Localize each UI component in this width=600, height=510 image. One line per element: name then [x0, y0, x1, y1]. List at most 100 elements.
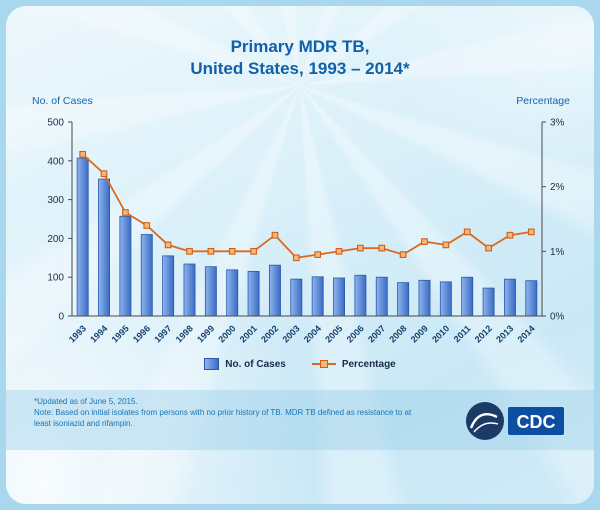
bar-1995 — [119, 215, 132, 317]
legend-item-cases: No. of Cases — [204, 358, 286, 370]
x-tick-label-2009: 2009 — [409, 323, 430, 344]
percentage-marker-2007 — [378, 244, 386, 252]
bar-2011 — [461, 276, 474, 317]
left-tick-label: 500 — [47, 118, 64, 129]
bar-2008 — [397, 282, 410, 317]
x-tick-label-2004: 2004 — [302, 323, 323, 344]
cdc-badge — [508, 407, 564, 435]
legend-item-percentage: Percentage — [311, 358, 396, 370]
percentage-marker-2008 — [399, 251, 407, 258]
left-tick-label: 200 — [47, 234, 64, 245]
percentage-marker-2004 — [314, 251, 322, 258]
percentage-marker-2014 — [527, 228, 535, 236]
percentage-marker-2000 — [228, 247, 236, 255]
axes — [71, 122, 543, 317]
percentage-marker-1997 — [164, 241, 172, 249]
x-tick-label-2008: 2008 — [387, 323, 408, 344]
x-tick-label-2001: 2001 — [238, 323, 259, 344]
x-tick-label-2014: 2014 — [515, 323, 536, 344]
percentage-line — [82, 153, 532, 259]
bar-2001 — [247, 270, 260, 317]
bars-group — [76, 157, 538, 317]
percentage-marker-1995 — [122, 209, 129, 216]
legend-cases-label: No. of Cases — [225, 358, 286, 370]
bar-2000 — [226, 269, 239, 317]
percentage-marker-2002 — [271, 231, 279, 239]
bar-2005 — [333, 277, 345, 317]
percentage-marker-2001 — [250, 247, 257, 255]
percentage-marker-1994 — [100, 170, 108, 178]
bar-2004 — [311, 276, 324, 317]
percentage-marker-2013 — [506, 231, 514, 239]
bar-2012 — [482, 287, 495, 317]
percentage-marker-1993 — [79, 150, 87, 158]
right-axis-title: Percentage — [516, 95, 570, 107]
hhs-eagle-icon — [469, 413, 498, 429]
percentage-marker-1998 — [186, 247, 193, 255]
left-axis-title: No. of Cases — [32, 95, 93, 107]
percentage-swatch-icon — [311, 360, 336, 369]
left-tick-label: 0 — [58, 312, 64, 323]
bar-2013 — [503, 278, 516, 317]
x-tick-label-2002: 2002 — [259, 323, 280, 344]
bar-1998 — [183, 263, 196, 317]
definition-note: Note: Based on initial isolates from per… — [34, 408, 412, 429]
bar-1993 — [76, 157, 89, 317]
percentage-marker-2005 — [335, 247, 343, 255]
bar-2007 — [375, 276, 388, 317]
right-tick-label: 3% — [550, 118, 565, 129]
x-tick-label-2013: 2013 — [494, 323, 515, 344]
hhs-eagle-swoosh-icon — [473, 422, 499, 433]
bar-2014 — [525, 280, 538, 317]
cases-swatch-icon — [204, 358, 220, 370]
x-tick-label-2003: 2003 — [280, 323, 301, 344]
percentage-marker-1999 — [207, 247, 215, 255]
percentage-marker-2010 — [442, 241, 450, 249]
cdc-logo: CDC — [466, 402, 564, 440]
chart-title-line1: Primary MDR TB, — [230, 37, 370, 56]
left-tick-label: 400 — [47, 156, 64, 167]
combo-chart: 0 100 200 300 400 500 0% 1% 2% 3% 1993 1994 1995 1996… — [47, 118, 565, 345]
chart-title: Primary MDR TB, United States, 1993 – 20… — [6, 36, 594, 80]
bar-2009 — [418, 279, 431, 317]
percentage-marker-2009 — [421, 238, 428, 245]
percentage-marker-2003 — [292, 254, 300, 262]
x-tick-label-2000: 2000 — [216, 323, 237, 344]
chart-legend: No. of Cases Percentage — [6, 358, 594, 370]
bar-2003 — [290, 278, 303, 317]
x-tick-label-2007: 2007 — [366, 323, 387, 344]
right-tick-label: 1% — [550, 247, 565, 258]
bar-1994 — [98, 178, 110, 317]
bar-2010 — [439, 281, 452, 317]
left-tick-label: 300 — [47, 195, 64, 206]
chart-title-line2: United States, 1993 – 2014* — [190, 59, 410, 79]
percentage-marker-icon — [319, 360, 328, 368]
right-tick-label: 2% — [550, 182, 565, 193]
percentage-marker-1996 — [143, 222, 151, 229]
footnotes: *Updated as of June 5, 2015. Note: Based… — [34, 396, 414, 430]
x-tick-label-2010: 2010 — [430, 323, 451, 344]
x-tick-label-2006: 2006 — [345, 323, 366, 344]
bar-2006 — [354, 274, 367, 317]
x-tick-label-1994: 1994 — [88, 323, 109, 344]
x-tick-label-1996: 1996 — [131, 323, 152, 344]
slide-card: Primary MDR TB, United States, 1993 – 20… — [6, 6, 594, 504]
cdc-logo-text: CDC — [517, 412, 556, 432]
hhs-seal-icon — [466, 402, 504, 440]
percentage-marker-2011 — [463, 228, 471, 236]
x-tick-label-1995: 1995 — [110, 323, 131, 344]
x-tick-label-1999: 1999 — [195, 323, 216, 344]
bar-1999 — [204, 266, 217, 317]
bar-2002 — [268, 264, 281, 317]
x-tick-label-1997: 1997 — [152, 323, 173, 344]
x-tick-label-2005: 2005 — [323, 323, 344, 344]
percentage-marker-2006 — [357, 244, 364, 252]
x-tick-label-1993: 1993 — [67, 323, 88, 344]
bar-1996 — [140, 234, 153, 317]
percentage-marker-2012 — [485, 244, 492, 252]
legend-percentage-label: Percentage — [341, 358, 396, 370]
right-tick-label: 0% — [550, 312, 565, 323]
updated-note: *Updated as of June 5, 2015. — [34, 397, 138, 406]
x-tick-label-2012: 2012 — [473, 323, 494, 344]
bar-1997 — [162, 255, 175, 317]
